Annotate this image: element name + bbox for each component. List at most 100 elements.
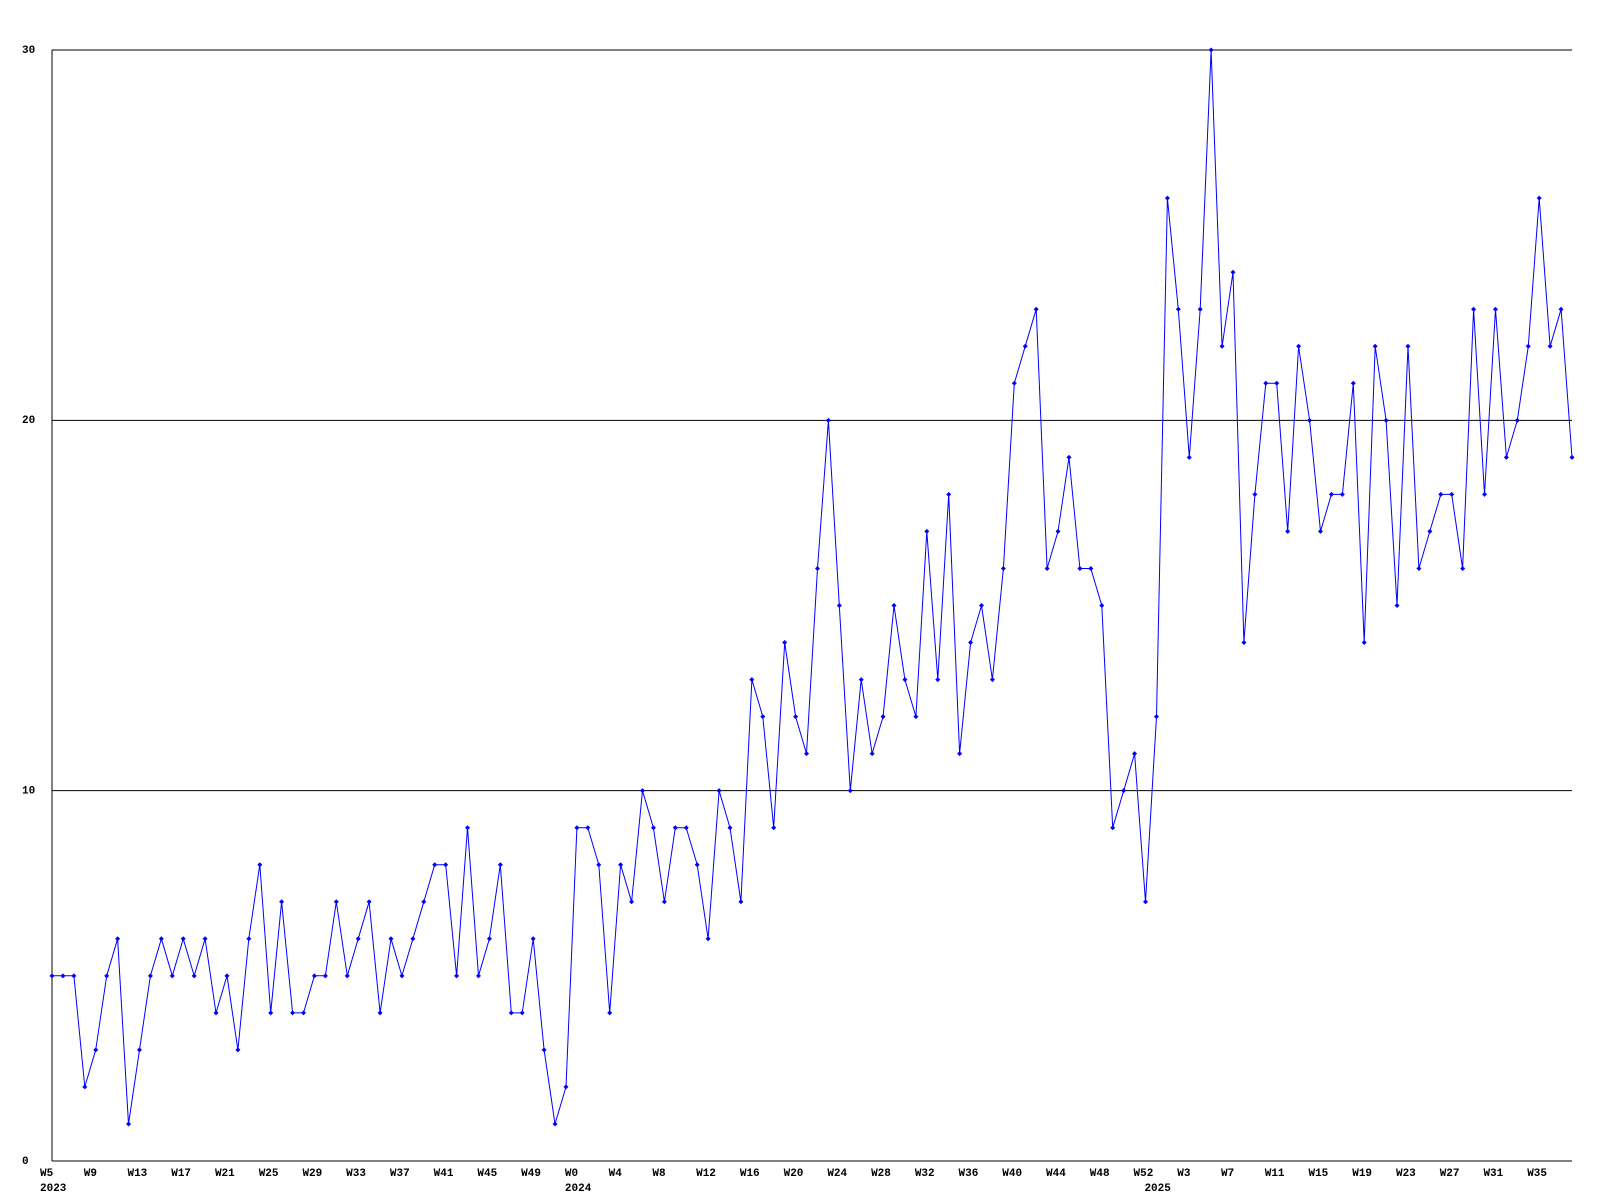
x-tick-label: W4: [609, 1168, 623, 1180]
data-point: [596, 862, 602, 868]
data-point: [1153, 714, 1159, 720]
x-tick-label: W48: [1090, 1168, 1110, 1180]
x-tick-label: W52: [1134, 1168, 1154, 1180]
data-point: [563, 1084, 569, 1090]
data-point: [1033, 306, 1039, 312]
x-tick-label: W36: [959, 1168, 979, 1180]
data-point: [913, 714, 919, 720]
data-point: [1361, 640, 1367, 646]
data-point: [858, 677, 864, 683]
data-point: [49, 973, 55, 979]
data-point: [1536, 195, 1542, 201]
x-tick-label: W5: [40, 1168, 54, 1180]
x-tick-label: W21: [215, 1168, 235, 1180]
data-point: [136, 1047, 142, 1053]
data-point: [607, 1010, 613, 1016]
data-point: [541, 1047, 547, 1053]
data-point: [1011, 380, 1017, 386]
data-point: [497, 862, 503, 868]
data-point: [738, 899, 744, 905]
data-point: [640, 788, 646, 794]
data-point: [246, 936, 252, 942]
data-point: [683, 825, 689, 831]
x-tick-label: W29: [302, 1168, 322, 1180]
data-point: [946, 491, 952, 497]
data-point: [180, 936, 186, 942]
data-point: [82, 1084, 88, 1090]
data-point: [126, 1121, 132, 1127]
year-label: 2024: [565, 1183, 592, 1195]
data-point: [1099, 603, 1105, 608]
data-point: [1328, 491, 1334, 497]
data-point: [147, 973, 153, 979]
data-point: [1307, 417, 1313, 423]
x-tick-label: W33: [346, 1168, 366, 1180]
x-tick-label: W15: [1308, 1168, 1328, 1180]
data-point: [279, 899, 285, 905]
x-tick-label: W9: [84, 1168, 97, 1180]
data-point: [158, 936, 164, 942]
data-point: [782, 640, 788, 646]
data-point: [618, 862, 624, 868]
x-tick-label: W31: [1483, 1168, 1503, 1180]
y-tick-label: 30: [22, 45, 35, 57]
x-tick-label: W3: [1177, 1168, 1191, 1180]
data-point: [1241, 640, 1247, 646]
data-point: [814, 565, 820, 571]
year-label: 2023: [40, 1183, 67, 1195]
data-point: [421, 899, 427, 905]
data-point: [530, 936, 536, 942]
x-tick-label: W0: [565, 1168, 578, 1180]
data-point: [486, 936, 492, 942]
y-tick-label: 10: [22, 786, 35, 798]
data-point: [1285, 528, 1291, 534]
x-tick-label: W19: [1352, 1168, 1372, 1180]
data-point: [771, 825, 777, 831]
data-point: [760, 714, 766, 720]
data-point: [1427, 528, 1433, 534]
x-tick-label: W27: [1440, 1168, 1460, 1180]
data-point: [1405, 343, 1411, 349]
data-point: [366, 899, 372, 905]
data-line: [52, 49, 1573, 1125]
y-tick-label: 0: [22, 1156, 29, 1168]
data-point: [1230, 269, 1236, 275]
x-tick-label: W41: [434, 1168, 454, 1180]
data-point: [902, 677, 908, 683]
data-point: [1503, 454, 1509, 460]
data-point: [169, 973, 175, 979]
x-tick-label: W25: [259, 1168, 279, 1180]
data-point: [935, 677, 941, 683]
data-point: [552, 1121, 558, 1127]
data-point: [1110, 825, 1116, 831]
data-point: [311, 973, 317, 979]
year-label: 2025: [1144, 1183, 1171, 1195]
x-tick-label: W28: [871, 1168, 891, 1180]
data-point: [519, 1010, 525, 1016]
data-point: [672, 825, 678, 831]
data-point: [793, 714, 799, 720]
data-point: [1471, 306, 1477, 312]
data-point: [388, 936, 394, 942]
y-tick-label: 20: [22, 415, 35, 427]
data-point: [1558, 306, 1564, 312]
x-tick-label: W40: [1002, 1168, 1022, 1180]
data-point: [1372, 343, 1378, 349]
data-point: [629, 899, 635, 905]
data-point: [978, 603, 984, 608]
data-point: [1055, 528, 1061, 534]
data-point: [71, 973, 77, 979]
data-point: [377, 1010, 383, 1016]
data-point: [399, 973, 405, 979]
data-point: [1394, 603, 1400, 608]
data-point: [661, 899, 667, 905]
data-point: [104, 973, 110, 979]
data-point: [432, 862, 438, 868]
data-point: [301, 1010, 307, 1016]
data-point: [847, 788, 853, 794]
data-point: [880, 714, 886, 720]
x-tick-label: W20: [784, 1168, 804, 1180]
data-point: [115, 936, 121, 942]
data-point: [235, 1047, 241, 1053]
data-point: [213, 1010, 219, 1016]
